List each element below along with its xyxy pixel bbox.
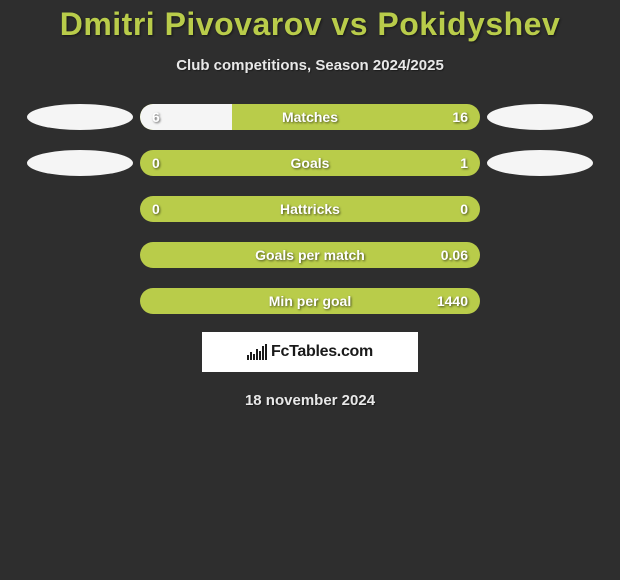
stat-label: Goals per match: [255, 247, 365, 263]
right-value: 0.06: [441, 247, 468, 263]
brand-text: FcTables.com: [271, 343, 373, 361]
stat-row: 0 Hattricks 0: [0, 196, 620, 222]
page-title: Dmitri Pivovarov vs Pokidyshev: [0, 6, 620, 43]
right-badge-ellipse: [487, 150, 593, 176]
right-value: 1: [460, 155, 468, 171]
stat-row: 6 Matches 16: [0, 104, 620, 130]
left-value: 6: [152, 109, 160, 125]
stat-label: Matches: [282, 109, 338, 125]
stat-label: Min per goal: [269, 293, 351, 309]
left-value: 0: [152, 201, 160, 217]
date-label: 18 november 2024: [0, 392, 620, 409]
right-badge-slot: [480, 150, 600, 176]
stat-bar: 6 Matches 16: [140, 104, 480, 130]
stat-bar: Goals per match 0.06: [140, 242, 480, 268]
stat-row: 0 Goals 1: [0, 150, 620, 176]
chart-bars-icon: [247, 344, 267, 360]
right-badge-ellipse: [487, 104, 593, 130]
right-badge-slot: [480, 104, 600, 130]
stat-bar: 0 Goals 1: [140, 150, 480, 176]
left-badge-ellipse: [27, 150, 133, 176]
right-value: 1440: [437, 293, 468, 309]
stat-label: Goals: [291, 155, 330, 171]
left-badge-slot: [20, 104, 140, 130]
stats-chart: 6 Matches 16 0 Goals 1: [0, 104, 620, 314]
comparison-widget: Dmitri Pivovarov vs Pokidyshev Club comp…: [0, 0, 620, 409]
subtitle: Club competitions, Season 2024/2025: [0, 57, 620, 74]
left-badge-ellipse: [27, 104, 133, 130]
brand-badge[interactable]: FcTables.com: [202, 332, 418, 372]
left-badge-slot: [20, 150, 140, 176]
stat-row: Goals per match 0.06: [0, 242, 620, 268]
stat-label: Hattricks: [280, 201, 340, 217]
left-value: 0: [152, 155, 160, 171]
stat-row: Min per goal 1440: [0, 288, 620, 314]
stat-bar: Min per goal 1440: [140, 288, 480, 314]
right-value: 0: [460, 201, 468, 217]
right-value: 16: [452, 109, 468, 125]
stat-bar: 0 Hattricks 0: [140, 196, 480, 222]
